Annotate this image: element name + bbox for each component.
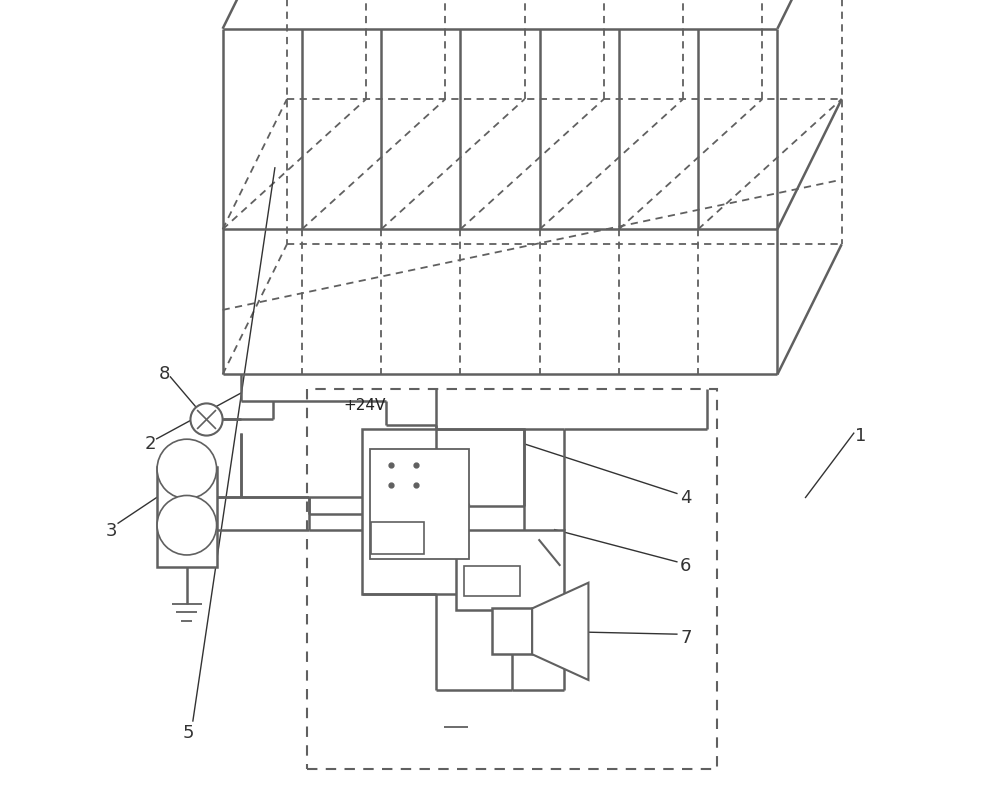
Text: 8: 8 xyxy=(159,365,170,382)
Circle shape xyxy=(157,496,217,556)
Text: 7: 7 xyxy=(680,629,692,646)
Bar xyxy=(370,450,469,560)
Text: 4: 4 xyxy=(680,488,692,506)
Bar xyxy=(456,530,564,610)
Bar xyxy=(492,609,532,654)
Bar xyxy=(371,522,424,554)
Circle shape xyxy=(190,404,223,436)
Bar xyxy=(157,467,217,568)
Polygon shape xyxy=(532,583,588,680)
Text: 3: 3 xyxy=(106,521,118,539)
Text: +24V: +24V xyxy=(343,397,386,413)
Bar xyxy=(464,566,520,597)
Text: 1: 1 xyxy=(855,426,867,444)
Text: 5: 5 xyxy=(182,724,194,741)
Text: 2: 2 xyxy=(145,434,156,452)
Text: 6: 6 xyxy=(680,556,691,574)
Bar xyxy=(362,430,524,594)
Circle shape xyxy=(157,440,217,499)
